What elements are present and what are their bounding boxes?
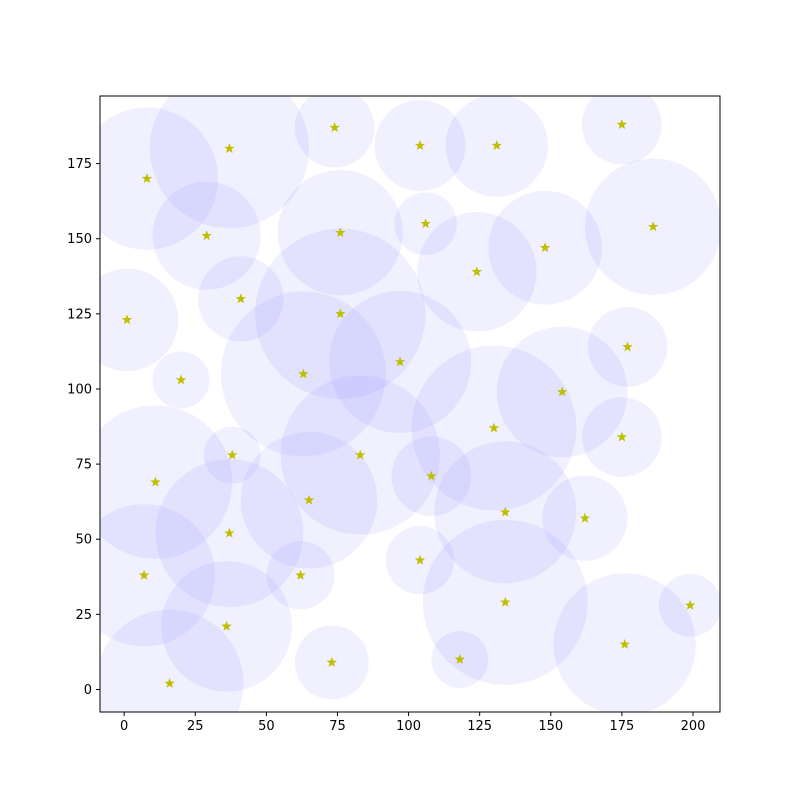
star-marker-38 [454,653,465,664]
y-tick-label: 25 [75,608,92,623]
y-tick-label: 175 [67,157,92,172]
star-marker-6 [201,230,212,241]
x-tick-label: 50 [258,719,275,734]
y-tick-label: 75 [75,458,92,473]
star-marker-20 [488,422,500,433]
star-marker-9 [471,266,483,277]
circle-25 [100,405,233,559]
star-marker-36 [619,638,630,649]
star-marker-34 [684,599,696,610]
star-marker-7 [335,227,346,238]
star-marker-15 [298,368,309,379]
star-marker-21 [616,431,628,442]
x-tick-label: 100 [396,719,421,734]
star-marker-18 [622,341,633,352]
star-marker-8 [420,218,431,229]
y-tick-label: 0 [84,683,92,698]
star-marker-13 [235,293,246,304]
star-marker-37 [326,656,337,667]
star-marker-3 [414,140,426,150]
circle-39 [100,609,244,712]
star-marker-4 [491,140,502,150]
y-tick-label: 50 [75,533,92,548]
star-marker-10 [539,242,551,253]
star-marker-39 [164,677,175,688]
star-marker-0 [141,173,153,184]
star-marker-33 [500,596,511,607]
circle-0 [100,107,219,250]
y-tick-label: 125 [67,307,92,322]
x-axis: 0 25 50 75 100 125 150 175 200 [120,712,705,734]
star-marker-14 [335,308,346,319]
y-axis: 0 25 50 75 100 125 150 175 [67,157,100,698]
circle-30 [100,504,216,647]
star-marker-19 [556,386,568,397]
star-marker-2 [329,122,340,132]
x-tick-label: 125 [467,719,492,734]
x-tick-label: 0 [120,719,128,734]
y-tick-label: 150 [67,232,92,247]
star-marker-17 [175,374,187,385]
x-tick-label: 200 [681,719,706,734]
star-marker-30 [138,569,150,580]
star-marker-11 [647,221,659,232]
x-tick-label: 150 [538,719,563,734]
star-marker-28 [579,512,591,523]
y-tick-label: 100 [67,382,92,397]
star-marker-24 [426,470,437,481]
star-marker-31 [295,569,306,580]
star-marker-35 [221,620,232,631]
circles-layer [100,96,720,712]
star-marker-22 [227,449,238,460]
star-marker-26 [303,494,315,505]
circle-5 [582,96,662,165]
circle-2 [294,96,375,168]
x-tick-label: 75 [329,719,346,734]
star-marker-29 [224,527,235,538]
circle-12 [100,268,179,372]
star-marker-32 [414,554,426,565]
x-tick-label: 175 [609,719,634,734]
markers-layer [121,119,696,688]
x-tick-label: 25 [187,719,204,734]
star-marker-16 [394,356,406,367]
star-marker-5 [616,119,628,129]
star-marker-27 [500,506,511,517]
star-marker-23 [355,449,366,460]
star-marker-12 [121,314,133,325]
star-marker-1 [224,143,235,154]
circle-1 [149,96,310,229]
star-marker-25 [150,476,161,487]
axes-frame [99,95,721,713]
